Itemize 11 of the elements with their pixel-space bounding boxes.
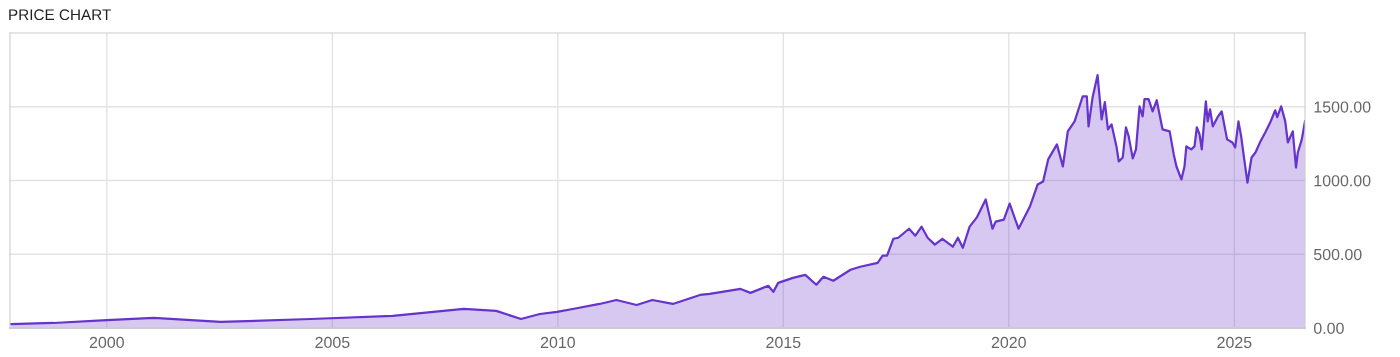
x-tick-label: 2000	[89, 336, 124, 349]
x-tick-label: 2010	[540, 336, 575, 349]
x-tick-label: 2020	[991, 336, 1026, 349]
y-tick-label: 1500.00	[1314, 101, 1371, 113]
y-tick-label: 0.00	[1313, 322, 1344, 334]
x-tick-label: 2015	[766, 336, 801, 349]
y-tick-label: 500.00	[1313, 248, 1362, 261]
x-tick-label: 2025	[1217, 336, 1252, 349]
y-tick-label: 1000.00	[1314, 175, 1371, 187]
chart-title: PRICE CHART	[9, 9, 111, 21]
x-tick-label: 2005	[315, 336, 350, 349]
